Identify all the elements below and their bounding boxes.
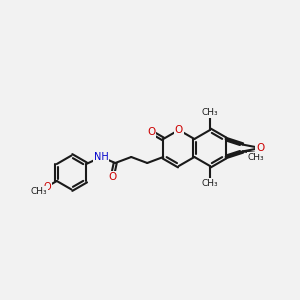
Text: CH₃: CH₃ bbox=[202, 179, 218, 188]
Text: CH₃: CH₃ bbox=[202, 108, 218, 117]
Text: CH₃: CH₃ bbox=[30, 187, 47, 196]
Text: O: O bbox=[256, 143, 265, 153]
Text: NH: NH bbox=[94, 152, 109, 162]
Text: O: O bbox=[147, 127, 155, 137]
Text: CH₃: CH₃ bbox=[247, 153, 264, 162]
Text: O: O bbox=[175, 125, 183, 135]
Text: O: O bbox=[108, 172, 116, 182]
Text: O: O bbox=[44, 182, 51, 191]
